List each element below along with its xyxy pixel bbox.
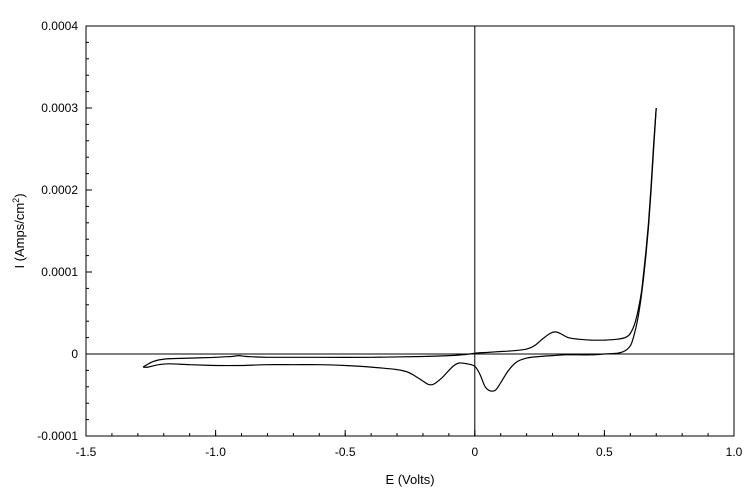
reference-lines [86,26,734,436]
y-tick-label: 0.0003 [41,101,78,115]
x-axis-title: E (Volts) [385,472,434,487]
y-tick-label: -0.0001 [37,429,78,443]
y-tick-label: 0 [71,347,78,361]
x-tick-label: -0.5 [335,445,356,459]
x-tick-label: 0.5 [596,445,613,459]
y-tick-label: 0.0001 [41,265,78,279]
x-tick-label: 1.0 [726,445,743,459]
y-tick-label: 0.0004 [41,19,78,33]
y-axis-title-superscript: 2 [11,198,21,203]
data-series [142,107,657,392]
x-tick-label: -1.5 [76,445,97,459]
y-axis-title: I (Amps/cm2) [11,193,27,268]
x-tick-label: 0 [471,445,478,459]
x-tick-labels: -1.5 -1.0 -0.5 0 0.5 1.0 [76,445,743,459]
y-tick-labels: -0.0001 0 0.0001 0.0002 0.0003 0.0004 [37,19,78,443]
plot-frame [85,25,735,437]
y-tick-label: 0.0002 [41,183,78,197]
x-tick-label: -1.0 [205,445,226,459]
y-axis-title-main: I (Amps/cm [12,203,27,269]
series-line-1 [142,107,657,368]
series-line-2 [142,107,657,392]
y-axis-title-suffix: ) [12,193,27,197]
